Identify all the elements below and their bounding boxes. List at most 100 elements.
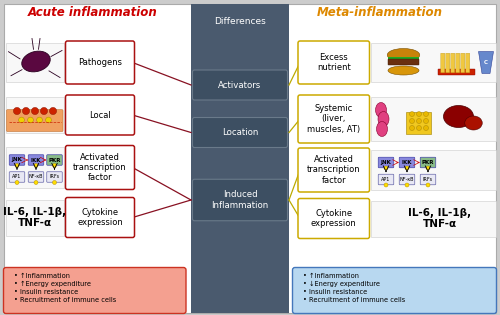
FancyBboxPatch shape <box>6 110 63 131</box>
Circle shape <box>424 112 428 117</box>
FancyBboxPatch shape <box>450 53 454 73</box>
Circle shape <box>14 107 20 115</box>
Circle shape <box>46 117 52 123</box>
Text: Pathogens: Pathogens <box>78 58 122 67</box>
FancyBboxPatch shape <box>192 117 288 147</box>
Circle shape <box>416 112 422 117</box>
Circle shape <box>52 163 56 168</box>
Circle shape <box>426 183 430 187</box>
FancyBboxPatch shape <box>66 198 134 238</box>
FancyBboxPatch shape <box>298 95 370 143</box>
Circle shape <box>384 166 388 170</box>
Circle shape <box>424 125 428 130</box>
Ellipse shape <box>376 122 388 136</box>
FancyBboxPatch shape <box>388 59 419 65</box>
FancyBboxPatch shape <box>378 174 394 185</box>
Circle shape <box>15 180 19 185</box>
FancyBboxPatch shape <box>66 146 134 190</box>
Text: AP1: AP1 <box>382 177 390 182</box>
FancyBboxPatch shape <box>46 172 62 182</box>
FancyBboxPatch shape <box>420 157 436 168</box>
Text: Excess
nutrient: Excess nutrient <box>317 53 350 72</box>
Ellipse shape <box>388 66 419 75</box>
FancyBboxPatch shape <box>371 150 496 190</box>
FancyBboxPatch shape <box>9 172 25 182</box>
Circle shape <box>410 125 414 130</box>
Text: Systemic
(liver,
muscles, AT): Systemic (liver, muscles, AT) <box>307 104 360 134</box>
FancyBboxPatch shape <box>6 43 64 82</box>
Text: Differences: Differences <box>214 18 266 26</box>
FancyBboxPatch shape <box>438 69 475 75</box>
FancyBboxPatch shape <box>6 147 64 187</box>
Text: IKK: IKK <box>402 160 412 165</box>
Text: Induced
Inflammation: Induced Inflammation <box>212 190 268 210</box>
Circle shape <box>410 118 414 123</box>
Text: C: C <box>484 60 488 65</box>
FancyBboxPatch shape <box>371 97 496 141</box>
Polygon shape <box>406 112 431 134</box>
Circle shape <box>416 118 422 123</box>
Text: • ↑Inflammation
• ↑Energy expenditure
• Insulin resistance
• Recruitment of immu: • ↑Inflammation • ↑Energy expenditure • … <box>14 273 116 303</box>
Circle shape <box>40 107 48 115</box>
Circle shape <box>28 117 34 123</box>
Text: Location: Location <box>222 128 258 137</box>
FancyBboxPatch shape <box>298 41 370 84</box>
Text: Cytokine
expression: Cytokine expression <box>77 208 123 227</box>
FancyBboxPatch shape <box>456 53 460 73</box>
Polygon shape <box>191 3 289 312</box>
Circle shape <box>405 183 409 187</box>
Circle shape <box>32 107 38 115</box>
Ellipse shape <box>444 106 474 128</box>
Circle shape <box>50 107 56 115</box>
Ellipse shape <box>378 112 389 127</box>
Text: AP1: AP1 <box>12 175 22 180</box>
Circle shape <box>34 163 38 168</box>
Text: PKR: PKR <box>48 158 60 163</box>
FancyBboxPatch shape <box>192 179 288 221</box>
Text: IRFs: IRFs <box>423 177 433 182</box>
FancyBboxPatch shape <box>298 198 370 238</box>
Circle shape <box>424 118 428 123</box>
Circle shape <box>52 180 56 185</box>
FancyBboxPatch shape <box>461 53 465 73</box>
Text: Activated
transcription
factor: Activated transcription factor <box>73 152 127 182</box>
Circle shape <box>18 117 24 123</box>
Circle shape <box>384 183 388 187</box>
Text: IKK: IKK <box>31 158 41 163</box>
Text: NF-κB: NF-κB <box>400 177 414 182</box>
Ellipse shape <box>464 116 482 130</box>
FancyBboxPatch shape <box>371 201 496 237</box>
FancyBboxPatch shape <box>378 157 394 168</box>
FancyBboxPatch shape <box>66 41 134 84</box>
Circle shape <box>34 180 38 185</box>
FancyBboxPatch shape <box>292 267 496 313</box>
Circle shape <box>15 163 19 168</box>
FancyBboxPatch shape <box>192 70 288 100</box>
Text: IL-6, IL-1β,
TNF-α: IL-6, IL-1β, TNF-α <box>408 208 472 229</box>
FancyBboxPatch shape <box>399 174 415 185</box>
FancyBboxPatch shape <box>9 155 25 165</box>
Circle shape <box>405 166 409 170</box>
FancyBboxPatch shape <box>6 97 64 133</box>
Text: JNK: JNK <box>380 160 392 165</box>
Text: IL-6, IL-1β,
TNF-α: IL-6, IL-1β, TNF-α <box>3 207 66 228</box>
Polygon shape <box>478 51 494 73</box>
FancyBboxPatch shape <box>66 95 134 135</box>
Text: Activators: Activators <box>218 81 262 89</box>
FancyBboxPatch shape <box>388 57 419 61</box>
Text: • ↑Inflammation
• ↓Energy expenditure
• Insulin resistance
• Recruitment of immu: • ↑Inflammation • ↓Energy expenditure • … <box>303 273 405 303</box>
Text: IRFs: IRFs <box>50 175 59 180</box>
FancyBboxPatch shape <box>399 157 415 168</box>
FancyBboxPatch shape <box>28 155 44 165</box>
FancyBboxPatch shape <box>4 3 496 312</box>
Text: Cytokine
expression: Cytokine expression <box>311 209 356 228</box>
Circle shape <box>36 117 43 123</box>
FancyBboxPatch shape <box>4 267 186 313</box>
FancyBboxPatch shape <box>420 174 436 185</box>
Text: Acute inflammation: Acute inflammation <box>28 6 158 19</box>
FancyBboxPatch shape <box>466 53 470 73</box>
Circle shape <box>410 112 414 117</box>
Text: PKR: PKR <box>422 160 434 165</box>
Ellipse shape <box>376 102 386 117</box>
Text: Activated
transcription
factor: Activated transcription factor <box>307 155 360 185</box>
